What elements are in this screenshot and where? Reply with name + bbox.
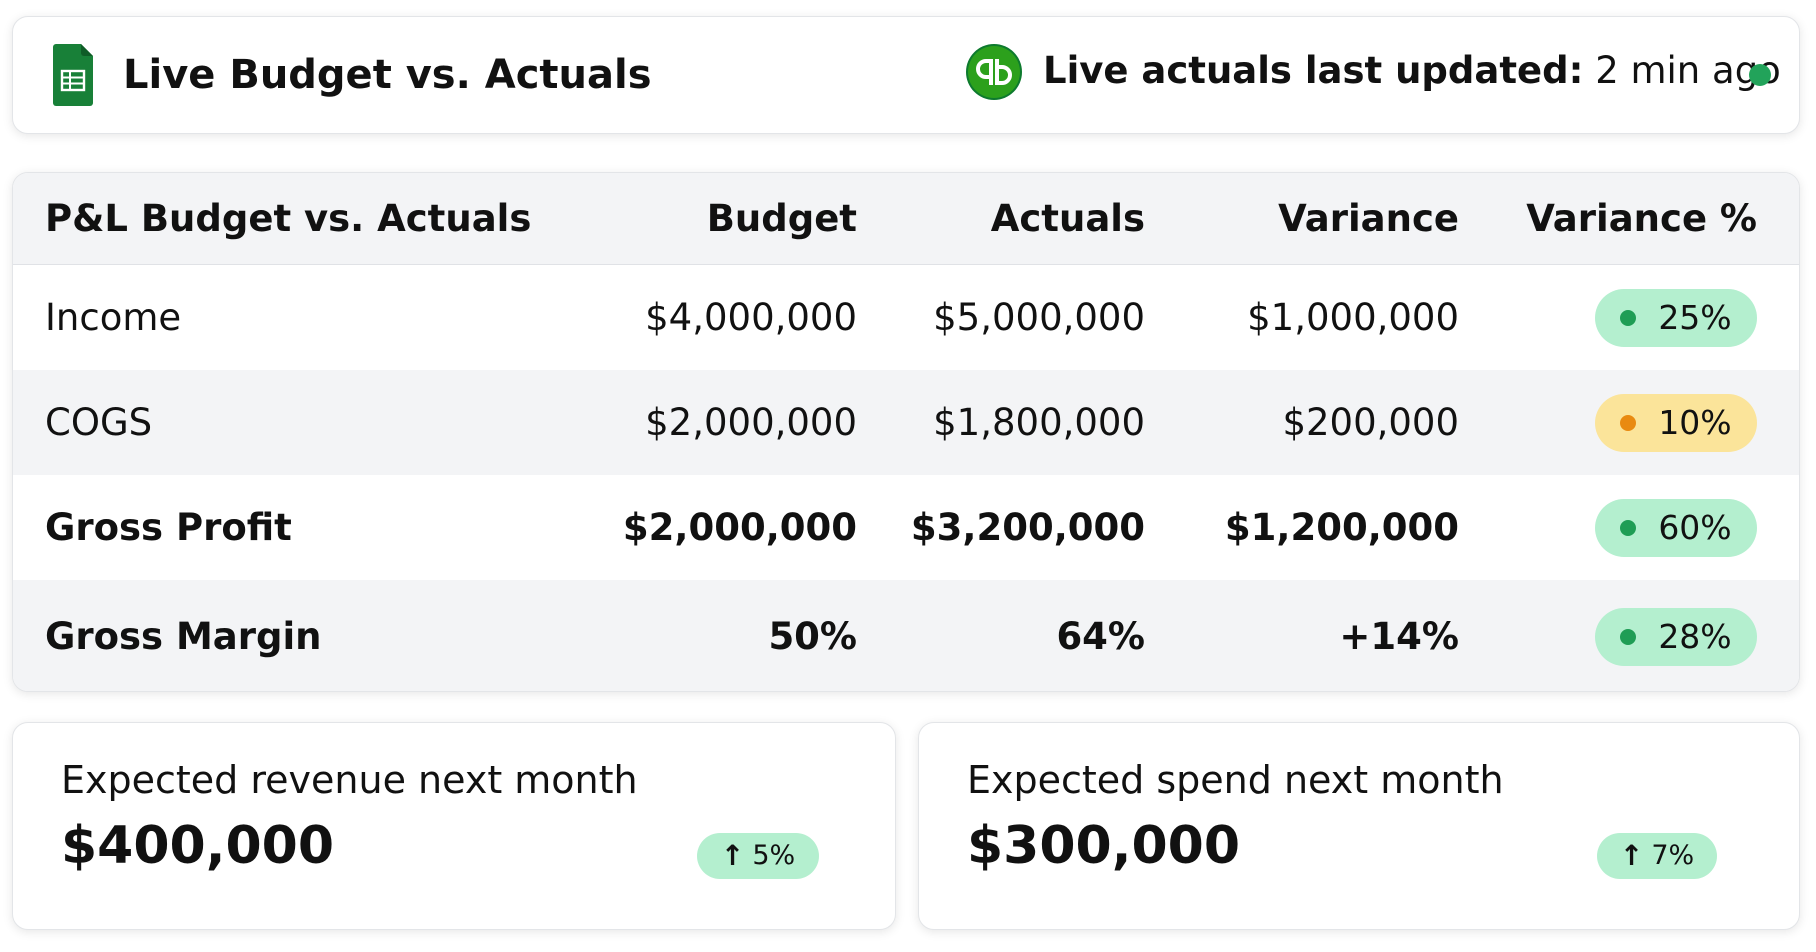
variance-pct-value: 28% — [1658, 617, 1732, 656]
budget-value: $2,000,000 — [645, 401, 857, 444]
expected-revenue-label: Expected revenue next month — [61, 758, 638, 802]
actuals-value: $3,200,000 — [910, 506, 1145, 549]
last-updated-status: Live actuals last updated: 2 min ago — [1043, 41, 1781, 101]
variance-value: $1,000,000 — [1247, 296, 1459, 339]
row-name: Gross Margin — [45, 615, 322, 658]
row-name: COGS — [45, 401, 153, 444]
google-sheets-icon[interactable] — [53, 44, 93, 106]
table-row-gross-profit[interactable]: Gross Profit $2,000,000 $3,200,000 $1,20… — [13, 475, 1799, 580]
status-dot-icon — [1620, 628, 1637, 645]
budget-value: $4,000,000 — [645, 296, 857, 339]
page-title: Live Budget vs. Actuals — [123, 52, 652, 98]
budget-value: $2,000,000 — [622, 506, 857, 549]
table-header-row: P&L Budget vs. Actuals Budget Actuals Va… — [13, 173, 1799, 265]
revenue-trend-badge: ↑ 5% — [697, 833, 819, 879]
expected-spend-value: $300,000 — [967, 816, 1241, 876]
variance-pct-value: 25% — [1658, 298, 1732, 337]
live-status-dot — [1749, 64, 1771, 86]
column-header-variance-pct[interactable]: Variance % — [1526, 197, 1757, 240]
status-dot-icon — [1620, 414, 1637, 431]
status-dot-icon — [1620, 519, 1637, 536]
variance-pct-value: 60% — [1658, 508, 1732, 547]
arrow-up-icon: ↑ — [1619, 839, 1644, 872]
variance-value: $200,000 — [1282, 401, 1459, 444]
variance-pct-value: 10% — [1658, 403, 1732, 442]
table-row-cogs[interactable]: COGS $2,000,000 $1,800,000 $200,000 10% — [13, 370, 1799, 475]
header-bar: Live Budget vs. Actuals Live actuals las… — [12, 16, 1800, 134]
column-header-variance[interactable]: Variance — [1278, 197, 1459, 240]
actuals-value: 64% — [1056, 615, 1145, 658]
expected-spend-card[interactable]: Expected spend next month $300,000 ↑ 7% — [918, 722, 1800, 930]
actuals-value: $1,800,000 — [933, 401, 1145, 444]
expected-revenue-value: $400,000 — [61, 816, 335, 876]
expected-revenue-card[interactable]: Expected revenue next month $400,000 ↑ 5… — [12, 722, 896, 930]
table-row-income[interactable]: Income $4,000,000 $5,000,000 $1,000,000 … — [13, 265, 1799, 370]
variance-pct-badge: 60% — [1595, 498, 1757, 557]
status-dot-icon — [1620, 309, 1637, 326]
arrow-up-icon: ↑ — [720, 839, 745, 872]
last-updated-label: Live actuals last updated: — [1043, 49, 1584, 92]
revenue-trend-value: 5% — [752, 840, 796, 871]
row-name: Income — [45, 296, 182, 339]
quickbooks-icon[interactable] — [965, 43, 1023, 101]
variance-value: +14% — [1339, 615, 1459, 658]
variance-pct-badge: 10% — [1595, 393, 1757, 452]
spend-trend-value: 7% — [1651, 840, 1695, 871]
column-header-name[interactable]: P&L Budget vs. Actuals — [45, 197, 532, 240]
column-header-budget[interactable]: Budget — [706, 197, 857, 240]
pl-table: P&L Budget vs. Actuals Budget Actuals Va… — [12, 172, 1800, 692]
variance-pct-badge: 28% — [1595, 607, 1757, 666]
spend-trend-badge: ↑ 7% — [1597, 833, 1717, 879]
actuals-value: $5,000,000 — [933, 296, 1145, 339]
variance-value: $1,200,000 — [1224, 506, 1459, 549]
expected-spend-label: Expected spend next month — [967, 758, 1504, 802]
variance-pct-badge: 25% — [1595, 288, 1757, 347]
table-row-gross-margin[interactable]: Gross Margin 50% 64% +14% 28% — [13, 580, 1799, 691]
row-name: Gross Profit — [45, 506, 292, 549]
column-header-actuals[interactable]: Actuals — [990, 197, 1145, 240]
budget-value: 50% — [768, 615, 857, 658]
